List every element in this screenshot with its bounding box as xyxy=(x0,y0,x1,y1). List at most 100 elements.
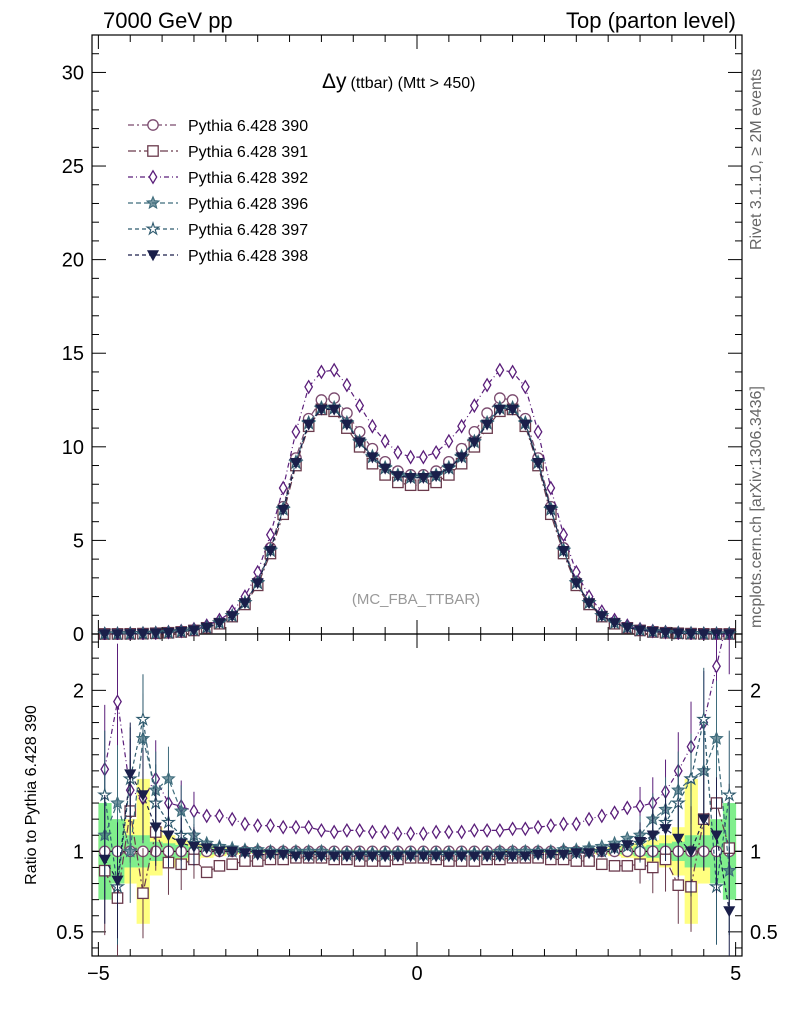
marker-diamond xyxy=(316,364,326,380)
marker-triangle-down xyxy=(404,472,417,484)
marker-square xyxy=(147,145,159,157)
ratio-ylabel: Ratio to Pythia 6.428 390 xyxy=(23,705,40,885)
marker-triangle-down xyxy=(251,578,264,590)
marker-diamond xyxy=(482,822,492,838)
legend-label: Pythia 6.428 392 xyxy=(188,170,308,187)
marker-diamond xyxy=(393,826,403,842)
marker-triangle-down xyxy=(583,598,596,610)
marker-diamond xyxy=(726,604,733,616)
mcplots-label: mcplots.cern.ch [arXiv:1306.3436] xyxy=(748,386,765,628)
marker-triangle-down xyxy=(315,851,328,863)
marker-diamond xyxy=(457,824,467,840)
marker-triangle-down xyxy=(366,851,379,863)
marker-triangle-down xyxy=(162,830,175,842)
marker-diamond xyxy=(495,822,505,838)
marker-triangle-down xyxy=(98,629,111,640)
marker-triangle-down xyxy=(302,419,315,431)
marker-diamond xyxy=(113,694,122,710)
marker-square xyxy=(595,858,608,871)
marker-diamond xyxy=(278,480,288,496)
marker-triangle-down xyxy=(328,851,341,863)
marker-square xyxy=(213,859,226,872)
marker-triangle-down xyxy=(608,843,621,855)
marker-diamond xyxy=(367,418,377,434)
marker-diamond xyxy=(482,377,492,393)
marker-triangle-down xyxy=(646,626,659,638)
marker-triangle-down xyxy=(124,769,137,781)
marker-triangle-down xyxy=(289,458,302,469)
marker-diamond xyxy=(406,826,416,842)
marker-diamond xyxy=(240,816,250,832)
marker-diamond xyxy=(469,398,479,414)
marker-triangle-down xyxy=(493,404,506,416)
marker-triangle-down xyxy=(519,851,532,863)
marker-star xyxy=(696,711,712,726)
marker-triangle-down xyxy=(493,851,506,863)
marker-diamond xyxy=(253,818,263,834)
main-ytick-label: 0 xyxy=(73,624,84,646)
marker-triangle-down xyxy=(506,404,519,416)
marker-triangle-down xyxy=(468,851,481,863)
main-ytick-label: 30 xyxy=(62,62,84,84)
ratio-ytick-label-right: 1 xyxy=(750,841,761,863)
marker-diamond xyxy=(546,480,556,496)
marker-triangle-down xyxy=(659,627,672,639)
marker-diamond xyxy=(520,821,530,837)
marker-diamond xyxy=(316,822,326,838)
marker-diamond xyxy=(457,418,467,434)
marker-diamond xyxy=(189,803,199,819)
marker-triangle-down xyxy=(672,628,685,640)
marker-diamond xyxy=(202,808,212,824)
marker-triangle-down xyxy=(187,841,201,853)
analysis-watermark: (MC_FBA_TTBAR) xyxy=(352,591,480,608)
marker-triangle-down xyxy=(277,849,290,861)
ratio-ytick-label: 1 xyxy=(73,841,84,863)
marker-diamond xyxy=(508,821,518,837)
marker-triangle-down xyxy=(646,830,659,842)
chart-title-main: Δy xyxy=(322,70,347,93)
marker-diamond xyxy=(546,818,556,834)
marker-diamond xyxy=(342,377,352,393)
marker-diamond xyxy=(304,819,314,835)
x-tick-label: 5 xyxy=(730,963,741,985)
marker-diamond xyxy=(291,819,301,835)
energy-label: 7000 GeV pp xyxy=(103,8,233,33)
marker-triangle-down xyxy=(200,843,213,855)
marker-triangle-down xyxy=(226,846,239,858)
main-ytick-label: 5 xyxy=(73,530,84,552)
legend-label: Pythia 6.428 390 xyxy=(188,118,308,135)
ratio-ytick-label: 2 xyxy=(73,680,84,702)
marker-diamond xyxy=(380,433,390,449)
marker-triangle-down xyxy=(468,437,481,449)
marker-triangle-down xyxy=(595,611,608,623)
marker-triangle-down xyxy=(417,472,430,484)
ratio-ytick-label-right: 2 xyxy=(750,680,761,702)
marker-star xyxy=(709,731,724,745)
main-ytick-label: 15 xyxy=(62,343,84,365)
marker-triangle-down xyxy=(481,851,494,863)
marker-diamond xyxy=(508,364,518,380)
marker-diamond xyxy=(329,824,339,840)
marker-triangle-down xyxy=(111,875,124,887)
marker-diamond xyxy=(214,808,224,824)
marker-star xyxy=(721,786,737,802)
marker-triangle-down xyxy=(659,824,672,836)
marker-square xyxy=(672,879,685,892)
marker-triangle-down xyxy=(391,851,404,863)
marker-triangle-down xyxy=(200,622,213,634)
legend: Pythia 6.428 390 Pythia 6.428 391 Pythia 6… xyxy=(128,118,308,265)
main-series-group xyxy=(97,362,737,640)
marker-triangle-down xyxy=(621,622,634,634)
marker-triangle-down xyxy=(277,504,290,516)
process-label: Top (parton level) xyxy=(566,8,736,33)
marker-diamond xyxy=(559,816,569,832)
marker-triangle-down xyxy=(532,458,545,469)
marker-triangle-down xyxy=(697,629,710,640)
x-tick-label: −5 xyxy=(87,963,110,985)
rivet-label: Rivet 3.1.10, ≥ 2M events xyxy=(748,68,765,250)
legend-label: Pythia 6.428 391 xyxy=(188,144,308,161)
ratio-series-group xyxy=(97,604,737,956)
marker-triangle-down xyxy=(684,628,698,640)
marker-triangle-down xyxy=(353,437,366,449)
